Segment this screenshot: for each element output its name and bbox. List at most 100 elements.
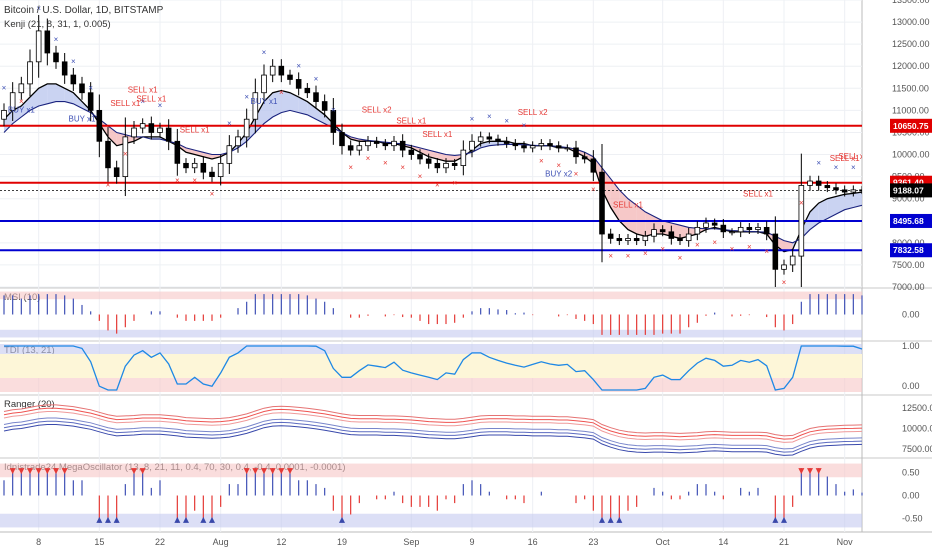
- price-tick-label: 12500.00: [892, 39, 930, 49]
- signal-markers: × × × × × × × × × × × × × × × × × × × × × × × × × × × × × × × × × × × × × × × ×…: [2, 4, 862, 287]
- signal-cross: ×: [851, 163, 856, 172]
- price-pane[interactable]: × × × × × × × × × × × × × × × × × × × × × × × × × × × × × × × × × × × × × × × ×…: [0, 4, 869, 288]
- candle-body: [295, 79, 302, 89]
- signal-label: SELL x1: [422, 130, 452, 139]
- mega-buy-arrow: [599, 516, 605, 523]
- candle-body: [677, 238, 683, 242]
- price-level-badge-bg: [890, 118, 932, 133]
- signal-cross: ×: [660, 245, 665, 254]
- price-axis[interactable]: 7000.007500.008000.008500.009000.009500.…: [892, 0, 932, 523]
- cloud-segment: [38, 83, 48, 106]
- candle-body: [625, 238, 631, 242]
- candle-body: [131, 127, 137, 138]
- candle-body: [581, 156, 588, 160]
- time-tick-label: Oct: [656, 537, 671, 547]
- time-axis[interactable]: 8 15 22 Aug 12 19 Sep 9 16 23 Oct 14 21 Nov: [36, 537, 853, 547]
- price-tick-label: 9000.00: [892, 194, 925, 204]
- candle-body: [460, 149, 467, 166]
- candle-body: [850, 189, 857, 193]
- candle-body: [165, 127, 172, 142]
- tdi-line: [4, 345, 863, 391]
- signal-cross: ×: [504, 117, 509, 126]
- price-tick-label: 13500.00: [892, 0, 930, 5]
- candle-body: [269, 65, 276, 76]
- candle-body: [729, 231, 735, 234]
- candle-body: [70, 74, 77, 85]
- price-level-value: 9361.40: [893, 178, 924, 188]
- candle-body: [356, 145, 363, 151]
- mega-sell-arrow: [9, 468, 16, 475]
- signal-cross: ×: [591, 185, 596, 194]
- price-tick-label: 11500.00: [892, 83, 929, 93]
- candle-body: [330, 109, 337, 133]
- signal-label: SELL x1: [110, 99, 140, 108]
- price-level-badge-bg: [890, 243, 932, 258]
- mega-buy-arrow: [772, 516, 779, 523]
- indicator-tick-label: 10000.00: [902, 424, 932, 434]
- signal-cross: ×: [331, 106, 336, 115]
- candle-body: [235, 136, 241, 147]
- mega-band-lower: [0, 513, 862, 528]
- ranger-band-line: [3, 420, 863, 453]
- signal-cross: ×: [227, 119, 232, 128]
- time-tick-label: 15: [94, 537, 104, 547]
- signal-label: SELL x1: [830, 154, 860, 163]
- signal-cross: ×: [574, 170, 579, 179]
- candle-body: [469, 140, 475, 151]
- candle-body: [87, 92, 94, 111]
- signal-cross: ×: [54, 35, 59, 44]
- candle-body: [408, 149, 415, 155]
- signal-label: SELL x1: [128, 86, 158, 95]
- chart-title: Bitcoin / U.S. Dollar, 1D, BITSTAMP: [4, 5, 164, 16]
- indicator-panes: MSI (10)TDI (13, 21)Ranger (20)Idnistrad…: [0, 291, 863, 528]
- mega-sell-arrow: [27, 468, 33, 475]
- mega-sell-arrow: [35, 468, 42, 475]
- candle-body: [174, 140, 181, 164]
- candle-body: [261, 74, 267, 94]
- mega-buy-arrow: [200, 516, 207, 523]
- signal-cross: ×: [435, 181, 440, 190]
- signal-cross: ×: [123, 150, 128, 159]
- candle-body: [711, 222, 718, 226]
- candle-body: [443, 162, 449, 169]
- signal-cross: ×: [816, 159, 821, 168]
- indicator-tick-label: 7500.00: [902, 444, 932, 454]
- indicator-title: Kenji (21, 8, 31, 1, 0.005): [4, 19, 111, 30]
- cloud-segment: [784, 240, 793, 252]
- candle-body: [278, 65, 285, 76]
- candle-body: [399, 140, 406, 151]
- candle-body: [226, 145, 233, 164]
- candle-body: [287, 74, 293, 80]
- candle-body: [659, 229, 666, 233]
- signal-cross: ×: [400, 163, 405, 172]
- price-level-badge: 8495.68: [890, 213, 932, 228]
- signal-label: SELL x1: [180, 125, 210, 134]
- signal-cross: ×: [348, 163, 353, 172]
- mega-sell-arrow: [139, 468, 146, 475]
- candle-body: [451, 162, 458, 166]
- candle-body: [113, 167, 120, 178]
- price-tick-label: 12000.00: [892, 61, 930, 71]
- candle-body: [191, 162, 198, 169]
- msi-band-upper: [0, 291, 862, 300]
- signal-label: SELL x2: [518, 108, 548, 117]
- candle-body: [573, 147, 579, 158]
- candle-body: [495, 138, 501, 142]
- time-tick-label: 12: [276, 537, 286, 547]
- candle-body: [183, 162, 189, 169]
- price-tick-label: 13000.00: [892, 17, 930, 27]
- cloud-segment: [827, 196, 836, 219]
- candle-body: [772, 233, 779, 270]
- candle-body: [313, 92, 319, 102]
- candle-body: [382, 143, 389, 147]
- candle-body: [304, 87, 311, 94]
- mega-buy-arrow: [183, 516, 189, 523]
- signal-cross: ×: [244, 92, 249, 101]
- time-tick-label: Aug: [213, 537, 229, 547]
- signal-cross: ×: [140, 97, 145, 106]
- cloud-segment: [4, 110, 13, 133]
- ranger-band-line: [3, 417, 863, 450]
- cloud-segment: [298, 97, 308, 115]
- candle-body: [339, 132, 345, 147]
- candle-body: [547, 143, 553, 147]
